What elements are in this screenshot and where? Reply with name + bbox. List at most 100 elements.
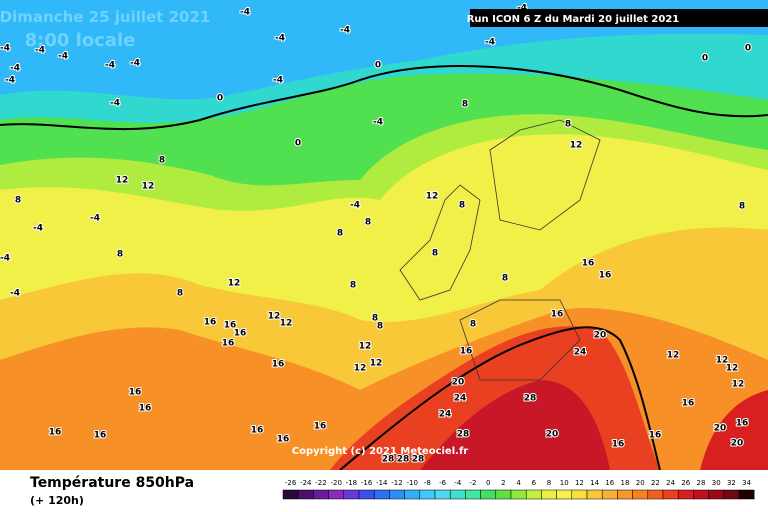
footer-lead: (+ 120h) xyxy=(30,494,84,507)
isotherm-label: -4 xyxy=(240,8,250,18)
colorbar-swatch xyxy=(404,489,421,500)
colorbar-swatch xyxy=(586,489,603,500)
colorbar-label: 16 xyxy=(605,479,614,487)
isotherm-label: 8 xyxy=(459,201,465,211)
date: Dimanche 25 juillet 2021 xyxy=(0,8,210,26)
isotherm-label: 12 xyxy=(268,312,281,322)
isotherm-label: 12 xyxy=(142,182,155,192)
isotherm-label: 16 xyxy=(582,259,595,269)
borders xyxy=(399,119,601,381)
isotherm-label: 16 xyxy=(277,435,290,445)
colorbar-label: 14 xyxy=(590,479,599,487)
isotherm-label: 12 xyxy=(359,342,372,352)
colorbar-label: -22 xyxy=(315,479,326,487)
colorbar-label: 22 xyxy=(651,479,660,487)
isotherm-label: 16 xyxy=(314,422,327,432)
colorbar-label: 10 xyxy=(560,479,569,487)
isotherm-label: 24 xyxy=(574,348,587,358)
isotherm-label: 16 xyxy=(251,426,264,436)
isotherm-label: 8 xyxy=(739,202,745,212)
isotherm-label: 12 xyxy=(228,279,241,289)
colorbar-label: -24 xyxy=(300,479,312,487)
isotherm-label: 12 xyxy=(370,359,383,369)
isotherm-label: 20 xyxy=(594,331,607,341)
isotherm-label: 8 xyxy=(470,320,476,330)
zero-isotherm xyxy=(0,65,768,471)
colorbar-swatch xyxy=(723,489,740,500)
colorbar-label: 20 xyxy=(636,479,645,487)
run-info: Run ICON 6 Z du Mardi 20 juillet 2021 xyxy=(467,14,680,25)
colorbar: -26 -24 -22 -20 -18 -16 -14 -12 -10 -8 -6 -4 -2 0 2 4 6 8… xyxy=(282,479,755,500)
colorbar-swatch xyxy=(480,489,497,500)
isotherm-line xyxy=(339,326,661,471)
isotherm-label: 12 xyxy=(726,364,739,374)
colorbar-swatch xyxy=(313,489,329,500)
colorbar-swatch xyxy=(328,489,345,500)
colorbar-swatch xyxy=(571,489,588,500)
isotherm-label: 28 xyxy=(524,394,537,404)
colorbar-label: 30 xyxy=(712,479,721,487)
colorbar-swatch xyxy=(282,489,299,500)
footer-title: Température 850hPa xyxy=(30,475,194,491)
isotherm-label: -4 xyxy=(130,59,140,69)
colorbar-label: -8 xyxy=(424,479,431,487)
colorbar-label: -4 xyxy=(454,479,462,487)
colorbar-label: -26 xyxy=(285,479,297,487)
isotherm-label: 16 xyxy=(49,428,62,438)
isotherm-label: 28 xyxy=(397,455,410,465)
isotherm-label: 16 xyxy=(612,440,625,450)
colorbar-label: 8 xyxy=(547,479,551,487)
isotherm-label: 16 xyxy=(234,329,247,339)
isotherm-label: 8 xyxy=(502,274,508,284)
isotherm-label: 12 xyxy=(354,364,367,374)
run-box xyxy=(470,9,768,27)
colorbar-label: 2 xyxy=(501,479,505,487)
isotherm-label: -4 xyxy=(5,76,15,86)
isotherm-label: 0 xyxy=(375,61,381,71)
colorbar-swatch xyxy=(525,489,542,500)
isotherm-label: -4 xyxy=(33,224,43,234)
extreme-region xyxy=(420,380,610,470)
isotherm-label: 20 xyxy=(731,439,744,449)
isotherm-label: 20 xyxy=(452,378,465,388)
colorbar-label: 4 xyxy=(516,479,521,487)
isotherm-label: -4 xyxy=(350,201,360,211)
east-hot-region xyxy=(700,390,768,470)
isotherm-label: 0 xyxy=(217,94,223,104)
isotherm-label: 8 xyxy=(565,120,571,130)
isotherm-label: 16 xyxy=(94,431,107,441)
colorbar-swatch xyxy=(738,489,755,500)
colorbar-swatch xyxy=(662,489,679,500)
isotherm-label: 12 xyxy=(732,380,745,390)
colorbar-label: -12 xyxy=(391,479,402,487)
colorbar-swatch xyxy=(297,489,314,500)
isotherm-label: 8 xyxy=(15,196,21,206)
isotherm-label: -4 xyxy=(105,61,115,71)
colorbar-label: 24 xyxy=(666,479,675,487)
colorbar-label: -2 xyxy=(470,479,477,487)
isotherm-label: -4 xyxy=(373,118,383,128)
colorbar-swatch xyxy=(495,489,512,500)
isotherm-label: 0 xyxy=(295,139,301,149)
isotherm-label: 0 xyxy=(745,44,751,54)
isotherm-label: 28 xyxy=(382,455,395,465)
isotherm-label: -4 xyxy=(35,46,45,56)
isotherm-label: 20 xyxy=(546,430,559,440)
isotherm-label: 8 xyxy=(432,249,438,259)
colorbar-swatch xyxy=(465,489,481,500)
temperature-field xyxy=(0,0,768,471)
isotherm-label: 16 xyxy=(222,339,235,349)
isotherm-label: 12 xyxy=(116,176,129,186)
colorbar-label: 28 xyxy=(697,479,706,487)
colorbar-swatch xyxy=(419,489,436,500)
colorbar-swatch xyxy=(647,489,664,500)
isotherm-label: 8 xyxy=(177,289,183,299)
isotherm-label: 16 xyxy=(736,419,749,429)
isotherm-label: 8 xyxy=(337,229,343,239)
isotherm-label: -4 xyxy=(110,99,120,109)
colorbar-label: 34 xyxy=(742,479,751,487)
isotherm-label: 28 xyxy=(412,455,425,465)
isotherm-label: 8 xyxy=(372,314,378,324)
colorbar-label: -20 xyxy=(330,479,341,487)
isotherm-label: -4 xyxy=(340,26,350,36)
